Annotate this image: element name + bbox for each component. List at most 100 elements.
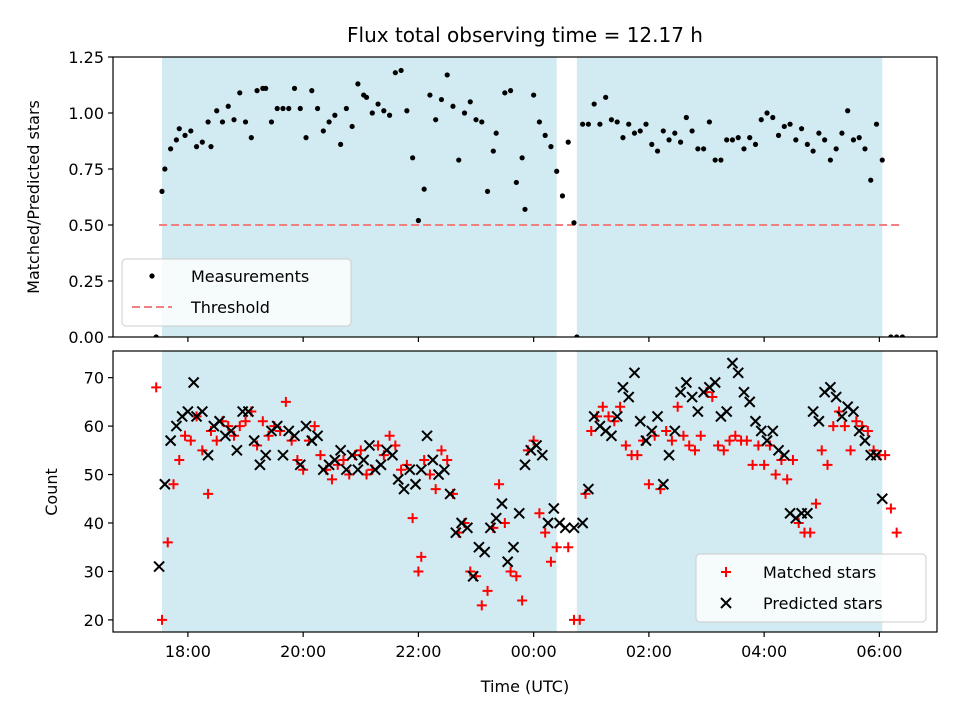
measurements-point — [467, 99, 473, 105]
measurements-point — [775, 132, 782, 138]
top-panel-observing-window-1 — [576, 57, 883, 337]
predicted-stars-point — [709, 376, 721, 389]
predicted-stars-point — [288, 430, 301, 442]
measurements-point — [571, 220, 577, 226]
matched-stars-point — [666, 435, 677, 446]
matched-stars-point — [197, 445, 208, 456]
measurements-point — [268, 119, 275, 125]
predicted-stars-point — [164, 434, 177, 447]
measurements-point — [833, 146, 839, 152]
x-tick-label: 20:00 — [280, 642, 326, 661]
predicted-stars-point — [294, 459, 306, 471]
predicted-stars-point — [415, 463, 427, 476]
predicted-stars-point — [657, 478, 670, 490]
top-panel-frame — [112, 56, 938, 338]
measurements-point — [787, 121, 793, 127]
measurements-point — [193, 144, 200, 150]
measurements-point — [718, 157, 724, 163]
matched-stars-point — [787, 455, 798, 466]
measurements-point — [899, 334, 906, 337]
predicted-stars-point — [254, 459, 266, 471]
predicted-stars-point — [807, 405, 819, 418]
matched-stars-point — [180, 430, 191, 441]
predicted-stars-point — [248, 434, 260, 447]
matched-stars-point — [891, 527, 902, 538]
predicted-stars-point — [438, 463, 451, 476]
matched-stars-point — [482, 585, 493, 596]
matched-stars-point — [174, 455, 185, 466]
measurements-point — [237, 90, 243, 96]
top-panel-y-tick-label: 0.50 — [68, 216, 104, 235]
matched-stars-point — [280, 396, 291, 407]
measurements-point — [410, 155, 416, 161]
matched-stars-point — [257, 416, 268, 427]
measurements-point — [363, 94, 370, 100]
predicted-stars-point — [778, 449, 791, 461]
top-panel-y-tick-label: 0.25 — [68, 272, 104, 291]
bottom-panel-y-tick-label: 40 — [84, 514, 104, 533]
measurements-point — [654, 148, 661, 154]
matched-stars-point — [822, 459, 833, 470]
matched-stars-point — [689, 445, 700, 456]
matched-stars-point — [684, 440, 695, 451]
matched-stars-point — [643, 479, 654, 490]
measurements-point — [822, 137, 828, 143]
measurements-point — [741, 146, 747, 152]
measurements-point — [522, 206, 528, 212]
measurements-point — [536, 119, 543, 125]
predicted-stars-point — [870, 449, 883, 461]
x-tick-label: 00:00 — [511, 642, 557, 661]
measurements-point — [263, 85, 269, 91]
measurements-point — [894, 334, 900, 337]
measurements-point — [326, 119, 332, 125]
measurements-point — [369, 110, 375, 116]
matched-stars-point — [839, 421, 850, 432]
predicted-stars-point — [726, 357, 739, 369]
matched-stars-point — [436, 445, 447, 456]
predicted-stars-point — [496, 497, 508, 510]
matched-stars-point — [442, 455, 453, 466]
measurements-point — [182, 132, 188, 138]
measurements-point — [438, 96, 445, 103]
predicted-stars-point — [484, 522, 497, 534]
matched-stars-point — [759, 459, 770, 470]
measurements-point — [580, 121, 586, 127]
matched-stars-point — [545, 556, 556, 567]
matched-stars-point — [885, 503, 896, 514]
measurements-point — [827, 157, 833, 163]
measurements-point — [398, 67, 404, 74]
measurements-point — [205, 119, 211, 125]
measurements-point — [381, 108, 387, 114]
top-panel-y-tick-label: 1.00 — [68, 104, 104, 123]
predicted-stars-point — [490, 512, 502, 524]
matched-stars-point — [384, 430, 395, 441]
predicted-stars-point — [153, 560, 165, 573]
predicted-stars-point — [340, 463, 353, 476]
measurements-point — [375, 101, 381, 107]
measurements-point — [666, 137, 672, 143]
predicted-stars-point — [674, 386, 687, 398]
measurements-point — [404, 108, 410, 114]
bottom-panel-data — [151, 357, 902, 625]
measurements-point — [712, 157, 718, 163]
bottom-panel-legend: Matched stars Predicted stars — [695, 553, 927, 623]
matched-stars-point — [168, 479, 179, 490]
measurements-point — [461, 110, 468, 116]
predicted-stars-point — [421, 430, 433, 442]
measurements-point — [332, 112, 338, 118]
matched-stars-point — [551, 542, 562, 553]
predicted-stars-point — [738, 386, 750, 398]
predicted-stars-point — [404, 463, 416, 476]
measurements-point — [729, 137, 736, 143]
matched-stars-point — [326, 474, 337, 485]
measurements-point — [631, 130, 638, 136]
legend-label-predicted-stars: Predicted stars — [763, 594, 883, 613]
predicted-stars-point — [159, 478, 171, 490]
matched-stars-point — [338, 455, 349, 466]
matched-stars-point — [724, 435, 735, 446]
measurements-point — [208, 144, 214, 150]
measurements-point — [493, 130, 499, 136]
predicted-stars-point — [187, 376, 200, 389]
measurements-point — [752, 141, 759, 147]
